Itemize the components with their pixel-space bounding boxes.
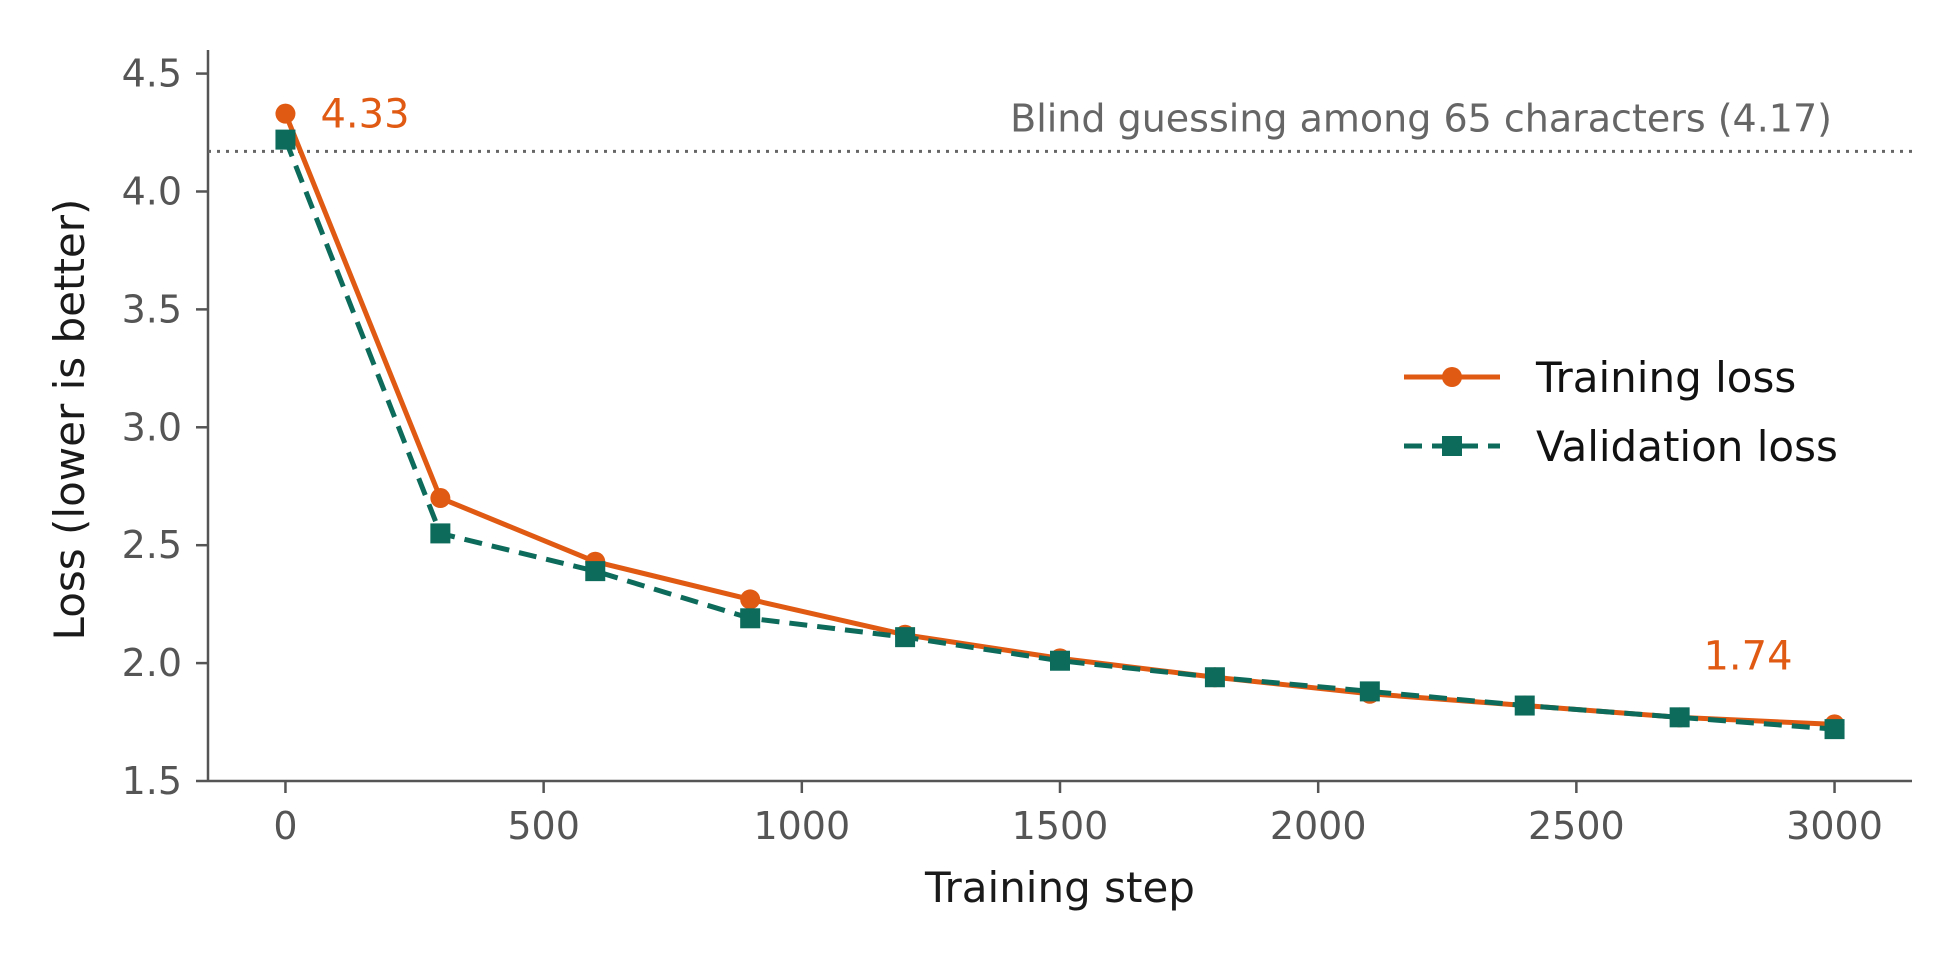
y-ticks: 1.5 2.0 2.5 3.0 3.5 4.0 4.5 xyxy=(122,52,208,803)
data-point xyxy=(1050,650,1070,671)
x-axis-title: Training step xyxy=(924,863,1195,912)
x-tick-label: 2000 xyxy=(1270,804,1367,848)
legend-label-validation: Validation loss xyxy=(1536,422,1838,471)
x-tick-label: 500 xyxy=(507,804,580,848)
y-tick-label: 1.5 xyxy=(122,759,182,803)
legend: Training loss Validation loss xyxy=(1404,353,1838,471)
data-point xyxy=(430,488,451,509)
data-point xyxy=(1824,719,1845,740)
x-tick-label: 2500 xyxy=(1528,804,1625,848)
x-ticks: 0 500 1000 1500 2000 2500 3000 xyxy=(273,781,1883,848)
series-line xyxy=(283,138,1835,732)
reference-line-label: Blind guessing among 65 characters (4.17… xyxy=(1010,96,1832,140)
legend-swatch-training-marker xyxy=(1442,367,1462,387)
data-point xyxy=(430,523,451,544)
data-point xyxy=(1359,681,1380,702)
data-point xyxy=(275,103,296,124)
legend-item-training: Training loss xyxy=(1404,353,1796,402)
y-tick-label: 2.5 xyxy=(122,523,182,567)
x-tick-label: 3000 xyxy=(1786,804,1883,848)
y-tick-label: 3.0 xyxy=(122,405,182,449)
series-line xyxy=(283,112,1835,727)
y-tick-label: 3.5 xyxy=(122,287,182,331)
annotations: 4.33 1.74 xyxy=(320,92,1792,680)
y-tick-label: 4.5 xyxy=(122,52,182,96)
y-tick-label: 2.0 xyxy=(122,641,182,685)
data-point xyxy=(740,608,761,629)
data-label: 1.74 xyxy=(1703,633,1792,679)
data-point xyxy=(895,627,916,648)
data-point xyxy=(1204,667,1225,688)
series-training xyxy=(275,103,1845,735)
data-point xyxy=(1669,707,1690,728)
series-validation xyxy=(275,129,1845,740)
x-tick-label: 1500 xyxy=(1012,804,1109,848)
data-point xyxy=(740,589,761,610)
legend-item-validation: Validation loss xyxy=(1404,422,1838,471)
x-tick-label: 1000 xyxy=(753,804,850,848)
data-point xyxy=(1514,695,1535,716)
data-label: 4.33 xyxy=(320,92,409,138)
legend-label-training: Training loss xyxy=(1535,353,1796,402)
y-axis-title: Loss (lower is better) xyxy=(45,199,94,641)
data-point xyxy=(585,561,606,582)
x-tick-label: 0 xyxy=(273,804,297,848)
reference-line-group: Blind guessing among 65 characters (4.17… xyxy=(208,96,1912,153)
y-tick-label: 4.0 xyxy=(122,169,182,213)
axes: 0 500 1000 1500 2000 2500 3000 1.5 2.0 2.5 3.0 3.5… xyxy=(122,50,1912,848)
legend-swatch-validation-marker xyxy=(1442,436,1462,456)
data-point xyxy=(275,129,296,150)
series-layer xyxy=(275,103,1845,740)
